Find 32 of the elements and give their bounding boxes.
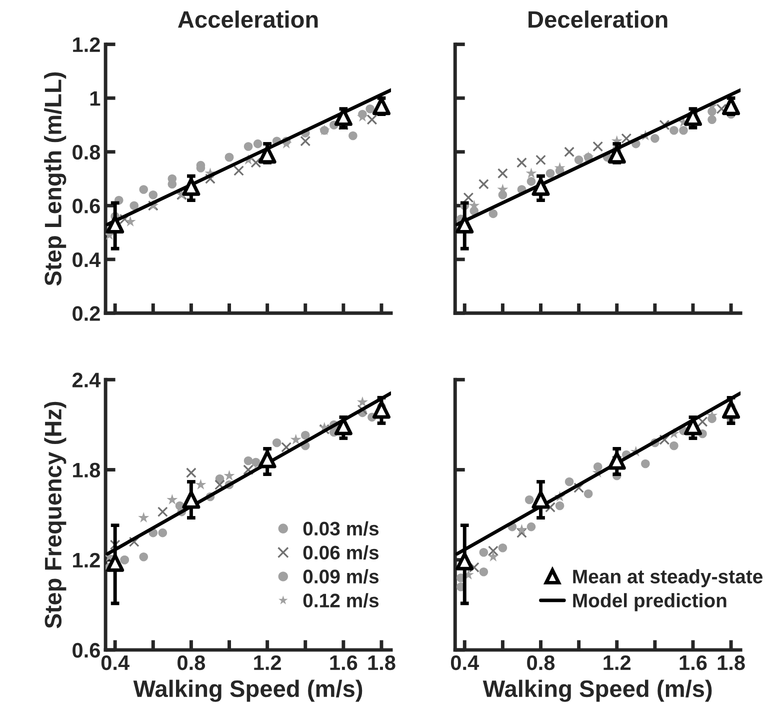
legend-label: 0.03 m/s [303, 521, 379, 536]
y-tick-label: 0.6 [72, 642, 100, 658]
x-tick-label: 0.8 [178, 655, 206, 670]
chart-title: Deceleration [528, 10, 668, 28]
legend-label: Model prediction [573, 593, 726, 612]
x-tick-label: 1.6 [680, 655, 707, 670]
x-tick-label: 1.2 [604, 655, 631, 670]
legend-label: Mean at steady-state [573, 569, 762, 588]
y-tick-label: 1.8 [73, 462, 100, 478]
y-tick-label: 0.6 [72, 198, 100, 214]
x-axis-title: Walking Speed (m/s) [133, 680, 362, 702]
x-axis-title: Walking Speed (m/s) [482, 680, 712, 702]
x-tick-label: 1.2 [254, 655, 281, 670]
legend-label: 0.09 m/s [303, 569, 379, 584]
y-tick-label: 1.2 [73, 37, 100, 52]
legend-label: 0.06 m/s [303, 545, 379, 560]
x-tick-label: 0.4 [101, 655, 130, 670]
x-tick-label: 1.8 [718, 655, 745, 670]
y-tick-label: 0.8 [72, 144, 100, 160]
y-axis-title: Step Length (m/LL) [44, 72, 66, 286]
y-tick-label: 1.2 [73, 552, 100, 568]
legend-label: 0.12 m/s [303, 593, 379, 608]
x-tick-label: 0.4 [450, 655, 480, 670]
y-tick-label: 1 [90, 91, 100, 106]
chart-title: Acceleration [178, 10, 318, 28]
y-tick-label: 0.2 [72, 306, 100, 321]
x-tick-label: 1.6 [330, 655, 358, 670]
y-axis-title: Step Frequency (Hz) [44, 402, 66, 628]
y-tick-label: 0.4 [72, 252, 101, 268]
y-tick-label: 2.4 [72, 372, 101, 388]
x-tick-label: 1.8 [368, 655, 396, 670]
x-tick-label: 0.8 [527, 655, 555, 670]
